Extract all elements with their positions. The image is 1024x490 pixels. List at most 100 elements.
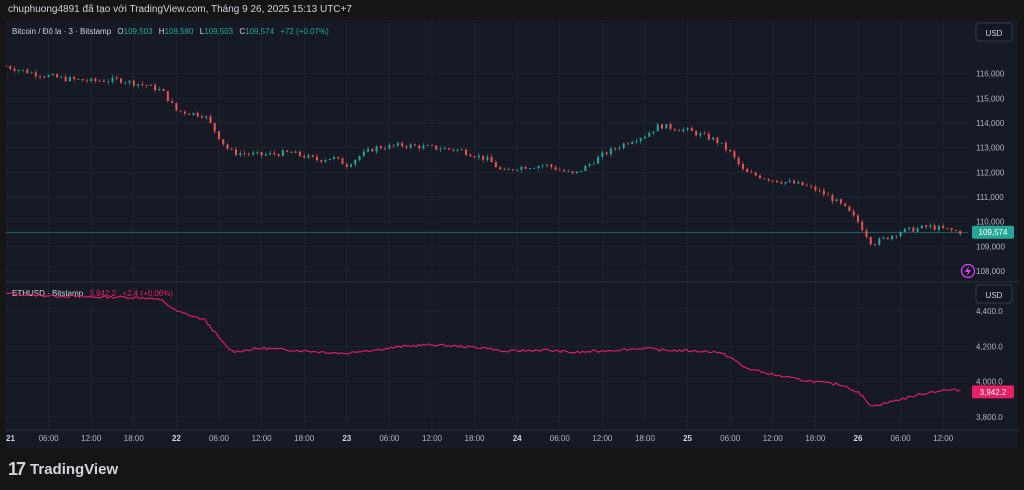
btc-candle-body	[358, 156, 361, 160]
btc-candle-body	[639, 138, 642, 141]
btc-candle-body	[882, 237, 885, 239]
time-axis: 21 06:00 12:00 18:00 22 06:00 12:00 18:00 23 06:0…	[6, 434, 954, 443]
btc-candle-body	[571, 171, 574, 174]
btc-candle-body	[94, 78, 97, 81]
btc-candle-body	[622, 143, 625, 148]
btc-candle-body	[256, 152, 259, 153]
high-value: 109,580	[165, 27, 194, 36]
btc-candle-body	[541, 165, 544, 167]
btc-candle-body	[690, 127, 693, 131]
btc-candle-body	[120, 78, 123, 83]
open-value: 109,503	[124, 27, 153, 36]
btc-candle-body	[575, 171, 578, 174]
time-axis-label: 06:00	[379, 434, 400, 443]
btc-candle-body	[469, 154, 472, 157]
btc-candle-body	[580, 171, 583, 172]
btc-candle-body	[661, 124, 664, 129]
btc-candle-body	[763, 178, 766, 180]
btc-candle-body	[26, 69, 29, 74]
btc-candle-body	[362, 151, 365, 157]
btc-candle-body	[311, 155, 314, 157]
eth-price-line	[5, 292, 961, 407]
btc-candle-body	[750, 172, 753, 173]
btc-candle-body	[286, 150, 289, 152]
btc-candle-body	[281, 150, 284, 157]
btc-candle-body	[294, 151, 297, 153]
time-axis-label: 06:00	[39, 434, 60, 443]
eth-legend: ETHUSD · Bitstamp 3,942.2 +2.4 (+0.06%)	[12, 289, 173, 298]
btc-axis-tick-label: 108,000	[976, 267, 1005, 276]
btc-candle-body	[354, 159, 357, 165]
time-axis-label: 06:00	[720, 434, 741, 443]
btc-candle-body	[920, 225, 923, 229]
tradingview-logo[interactable]: 17 TradingView	[8, 456, 118, 482]
btc-candle-body	[183, 111, 186, 114]
btc-candle-body	[235, 149, 238, 155]
time-axis-label: 18:00	[465, 434, 486, 443]
btc-candle-body	[643, 136, 646, 139]
eth-price-tag: 3,942.2	[972, 385, 1014, 399]
btc-candle-body	[831, 195, 834, 202]
btc-axis-tick-label: 109,000	[976, 242, 1005, 251]
btc-candle-body	[371, 148, 374, 152]
btc-candle-body	[626, 143, 629, 145]
btc-candle-body	[430, 145, 433, 147]
btc-currency-button[interactable]: USD	[975, 22, 1013, 42]
btc-axis-tick-label: 111,000	[976, 193, 1004, 202]
btc-candle-body	[720, 142, 723, 144]
btc-candle-body	[903, 228, 906, 233]
time-axis-label: 22	[172, 434, 181, 443]
btc-candle-body	[102, 80, 105, 82]
btc-candle-body	[767, 178, 770, 181]
btc-candle-body	[320, 160, 323, 162]
btc-candle-body	[605, 152, 608, 155]
btc-candle-body	[839, 199, 842, 204]
low-value: 109,503	[204, 27, 233, 36]
btc-candle-body	[741, 164, 744, 170]
btc-axis-tick-label: 114,000	[976, 119, 1005, 128]
btc-candle-body	[9, 66, 12, 69]
btc-candle-body	[269, 152, 272, 155]
btc-candle-body	[822, 190, 825, 195]
btc-candle-body	[482, 155, 485, 160]
btc-candle-body	[937, 226, 940, 230]
time-axis-label: 12:00	[763, 434, 784, 443]
eth-axis-tick-label: 4,200.0	[976, 342, 1003, 351]
btc-candle-body	[315, 156, 318, 161]
eth-currency-button[interactable]: USD	[975, 284, 1013, 304]
btc-candle-body	[324, 160, 327, 162]
btc-candle-body	[111, 77, 114, 82]
btc-candle-body	[350, 164, 353, 167]
btc-candle-body	[703, 133, 706, 135]
btc-candle-body	[490, 156, 493, 163]
btc-candle-body	[422, 145, 425, 149]
chart-canvas[interactable]: Bitcoin / Đô la · 3 · Bitstamp O109,503 …	[5, 20, 1018, 448]
lightning-icon[interactable]	[960, 263, 976, 279]
eth-change: +2.4 (+0.06%)	[122, 289, 173, 298]
btc-axis-tick-label: 116,000	[976, 70, 1005, 79]
btc-candle-body	[175, 102, 178, 111]
btc-candle-body	[260, 152, 263, 156]
btc-candle-body	[908, 227, 911, 229]
btc-candle-body	[192, 112, 195, 115]
btc-candle-body	[290, 151, 293, 153]
btc-candle-body	[137, 84, 140, 86]
btc-candle-body	[954, 230, 957, 231]
btc-candle-body	[205, 116, 208, 118]
chart-panel[interactable]: Bitcoin / Đô la · 3 · Bitstamp O109,503 …	[5, 20, 1018, 448]
btc-candle-body	[60, 76, 63, 78]
btc-candle-body	[946, 228, 949, 229]
btc-candle-body	[844, 203, 847, 207]
btc-candle-body	[277, 154, 280, 157]
btc-candle-body	[73, 77, 76, 79]
btc-candle-body	[98, 80, 101, 82]
btc-candle-body	[788, 180, 791, 182]
btc-candle-body	[942, 226, 945, 229]
btc-candle-body	[707, 133, 710, 140]
btc-candle-body	[51, 74, 54, 76]
tradingview-brand: TradingView	[30, 460, 119, 478]
chart-caption: chuphuong4891 đã tạo với TradingView.com…	[8, 4, 352, 15]
btc-candle-body	[17, 70, 20, 71]
btc-candle-body	[47, 75, 50, 78]
eth-value: 3,942.2	[89, 289, 116, 298]
